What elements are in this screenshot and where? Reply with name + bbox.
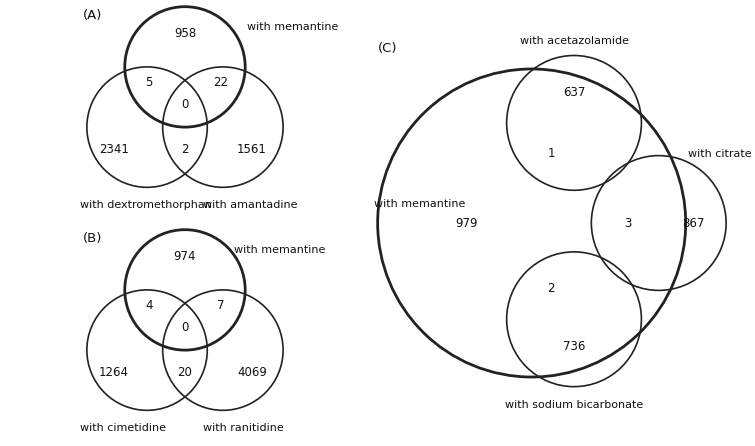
Text: 979: 979	[455, 216, 477, 230]
Text: with memantine: with memantine	[248, 22, 339, 32]
Text: 5: 5	[146, 76, 153, 89]
Text: 3: 3	[624, 216, 632, 230]
Text: 20: 20	[177, 366, 193, 379]
Text: with cimetidine: with cimetidine	[80, 423, 166, 433]
Text: 4: 4	[146, 299, 153, 312]
Text: 4069: 4069	[237, 366, 267, 379]
Text: 7: 7	[217, 299, 224, 312]
Text: (A): (A)	[82, 9, 102, 22]
Text: 637: 637	[562, 86, 585, 99]
Text: 1: 1	[547, 147, 555, 160]
Text: with memantine: with memantine	[234, 245, 325, 255]
Text: 0: 0	[181, 321, 189, 334]
Text: 1264: 1264	[99, 366, 128, 379]
Text: with ranitidine: with ranitidine	[203, 423, 284, 433]
Text: 736: 736	[562, 340, 585, 353]
Text: 22: 22	[213, 76, 228, 89]
Text: with dextromethorphan: with dextromethorphan	[80, 200, 212, 210]
Text: 867: 867	[683, 216, 704, 230]
Text: 1561: 1561	[237, 143, 267, 156]
Text: 0: 0	[181, 98, 189, 112]
Text: with amantadine: with amantadine	[203, 200, 297, 210]
Text: with citrate: with citrate	[688, 149, 751, 159]
Text: (C): (C)	[378, 42, 397, 55]
Text: 2: 2	[181, 143, 189, 156]
Text: (B): (B)	[82, 232, 102, 245]
Text: with memantine: with memantine	[374, 199, 465, 209]
Text: 974: 974	[174, 250, 196, 263]
Text: 958: 958	[174, 27, 196, 40]
Text: with sodium bicarbonate: with sodium bicarbonate	[505, 400, 643, 410]
Text: 2: 2	[547, 282, 555, 295]
Text: with acetazolamide: with acetazolamide	[519, 36, 628, 46]
Text: 2341: 2341	[99, 143, 128, 156]
